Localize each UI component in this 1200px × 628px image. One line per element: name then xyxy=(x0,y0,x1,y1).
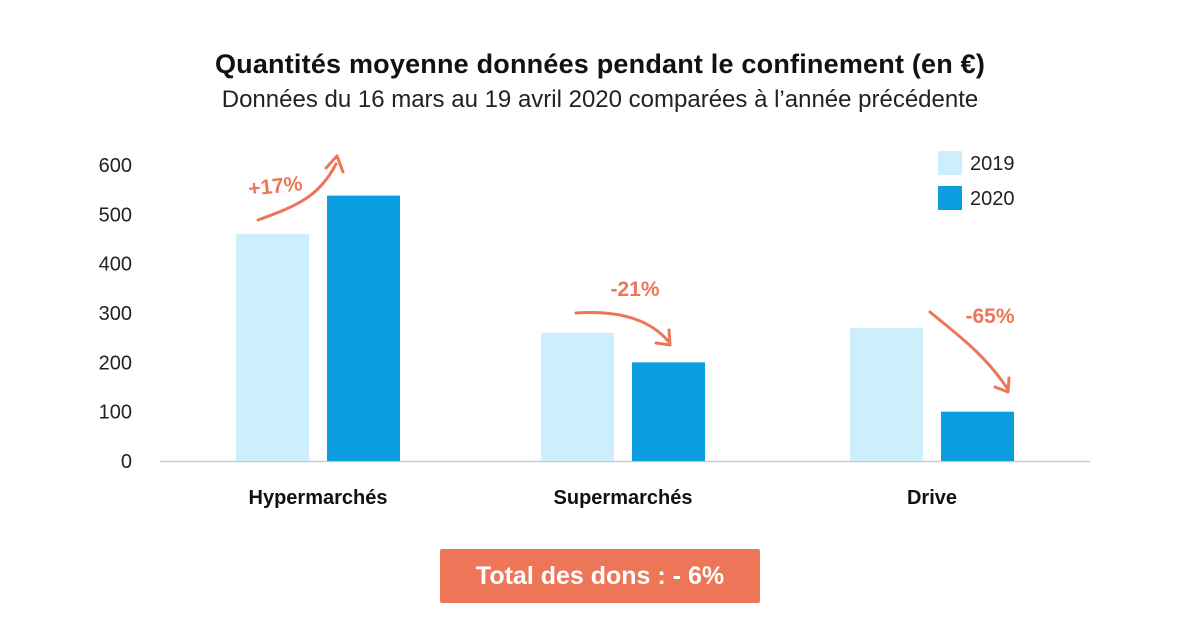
arrowhead-icon xyxy=(324,154,345,174)
x-category-label: Supermarchés xyxy=(554,487,693,509)
y-tick-label: 300 xyxy=(99,303,132,325)
change-annotation-label: +17% xyxy=(247,172,304,201)
arrow-up-icon xyxy=(256,162,338,222)
y-tick-label: 100 xyxy=(99,402,132,424)
bar-2019-0 xyxy=(236,234,309,461)
bar-2020-2 xyxy=(941,411,1014,461)
chart-subtitle: Données du 16 mars au 19 avril 2020 comp… xyxy=(221,86,979,113)
bar-2019-2 xyxy=(850,327,923,461)
arrow-down-icon xyxy=(574,311,670,343)
change-annotation-label: -65% xyxy=(965,305,1014,328)
legend-swatch-2020 xyxy=(938,186,962,210)
change-annotation-label: -21% xyxy=(610,278,659,301)
legend-label: 2019 xyxy=(970,153,1015,175)
legend-swatch-2019 xyxy=(938,151,962,175)
y-tick-label: 0 xyxy=(121,451,132,473)
bar-2020-0 xyxy=(327,195,400,461)
chart-title: Quantités moyenne données pendant le con… xyxy=(214,49,986,79)
y-tick-label: 200 xyxy=(99,352,132,374)
x-category-label: Hypermarchés xyxy=(249,487,388,509)
y-tick-label: 400 xyxy=(99,254,132,276)
y-tick-label: 500 xyxy=(99,204,132,226)
y-tick-label: 600 xyxy=(99,155,132,177)
bar-2020-1 xyxy=(632,362,705,461)
total-donations-badge: Total des dons : - 6% xyxy=(440,549,760,603)
arrowhead-icon xyxy=(993,376,1011,394)
x-category-label: Drive xyxy=(907,487,957,509)
arrow-down-icon xyxy=(928,310,1009,390)
arrowhead-icon xyxy=(654,328,672,347)
bar-2019-1 xyxy=(541,332,614,461)
legend-label: 2020 xyxy=(970,188,1015,210)
